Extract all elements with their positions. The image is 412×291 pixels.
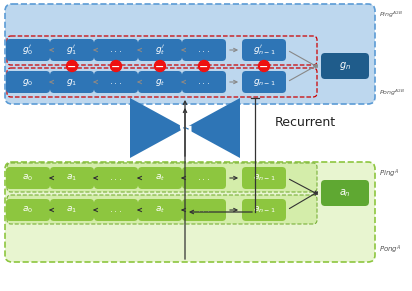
Text: $g_{n-1}$: $g_{n-1}$ [253,77,276,88]
FancyBboxPatch shape [6,71,50,93]
Text: −: − [155,61,165,72]
Text: $...$: $...$ [110,205,122,214]
FancyBboxPatch shape [6,199,50,221]
Text: $g_0$: $g_0$ [22,77,34,88]
Polygon shape [130,98,240,158]
Text: −: − [111,61,121,72]
FancyBboxPatch shape [94,71,138,93]
Text: $g_t$: $g_t$ [155,77,165,88]
Text: $a_{n-1}$: $a_{n-1}$ [253,173,275,183]
FancyBboxPatch shape [242,71,286,93]
Text: $g_t'$: $g_t'$ [155,43,165,57]
Circle shape [154,61,166,72]
Circle shape [258,61,269,72]
FancyBboxPatch shape [50,39,94,61]
FancyBboxPatch shape [94,167,138,189]
Text: $g_n$: $g_n$ [339,60,351,72]
FancyBboxPatch shape [6,39,50,61]
FancyBboxPatch shape [182,39,226,61]
Text: $a_1$: $a_1$ [66,173,77,183]
Text: $a_t$: $a_t$ [155,173,165,183]
FancyBboxPatch shape [321,180,369,206]
FancyBboxPatch shape [50,167,94,189]
Text: $a_1$: $a_1$ [66,205,77,215]
FancyBboxPatch shape [7,68,317,97]
FancyBboxPatch shape [50,199,94,221]
Text: $...$: $...$ [197,173,211,182]
FancyBboxPatch shape [138,167,182,189]
FancyBboxPatch shape [242,199,286,221]
FancyBboxPatch shape [242,167,286,189]
FancyBboxPatch shape [138,71,182,93]
Text: $a_n$: $a_n$ [339,187,351,199]
FancyBboxPatch shape [7,163,317,192]
Text: Recurrent: Recurrent [275,116,336,129]
FancyBboxPatch shape [242,39,286,61]
Circle shape [199,61,209,72]
Text: −: − [199,61,209,72]
Text: $Pong^A$: $Pong^A$ [379,244,402,256]
FancyBboxPatch shape [7,36,317,65]
FancyBboxPatch shape [182,167,226,189]
FancyBboxPatch shape [182,71,226,93]
Text: $g_1'$: $g_1'$ [66,43,77,57]
Text: $...$: $...$ [110,45,122,54]
FancyBboxPatch shape [5,4,375,104]
FancyBboxPatch shape [138,199,182,221]
FancyBboxPatch shape [50,71,94,93]
Text: $Pong^{A2B}$: $Pong^{A2B}$ [379,88,405,98]
Text: G: G [178,119,192,137]
Text: $...$: $...$ [197,205,211,214]
Text: −: − [259,61,269,72]
Text: $a_0$: $a_0$ [22,205,33,215]
Text: $a_t$: $a_t$ [155,205,165,215]
Text: −: − [67,61,77,72]
Circle shape [66,61,77,72]
FancyBboxPatch shape [138,39,182,61]
Text: $Ping^{A2B}$: $Ping^{A2B}$ [379,10,403,20]
Text: $g_{n-1}'$: $g_{n-1}'$ [253,43,276,57]
Text: $...$: $...$ [197,45,211,54]
Text: $...$: $...$ [197,77,211,86]
FancyBboxPatch shape [5,162,375,262]
FancyBboxPatch shape [182,199,226,221]
Text: $...$: $...$ [110,173,122,182]
Text: $a_0$: $a_0$ [22,173,33,183]
Circle shape [110,61,122,72]
FancyBboxPatch shape [6,167,50,189]
FancyBboxPatch shape [7,195,317,224]
FancyBboxPatch shape [94,39,138,61]
Text: $Ping^A$: $Ping^A$ [379,168,399,180]
FancyBboxPatch shape [94,199,138,221]
Text: $g_1$: $g_1$ [66,77,77,88]
Text: $...$: $...$ [110,77,122,86]
Text: $g_0'$: $g_0'$ [22,43,34,57]
Text: $a_{n-1}$: $a_{n-1}$ [253,205,275,215]
FancyBboxPatch shape [321,53,369,79]
